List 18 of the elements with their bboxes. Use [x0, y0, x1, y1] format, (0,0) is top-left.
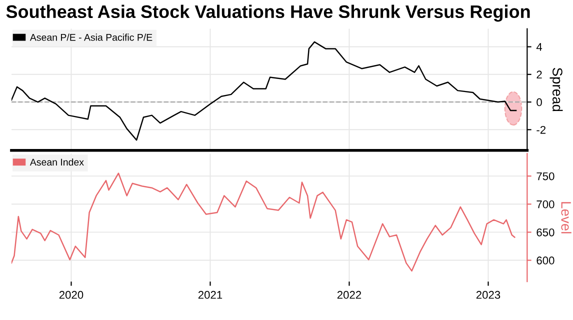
y-tick-label: 4 — [536, 43, 542, 51]
chart-title: Southeast Asia Stock Valuations Have Shrunk Versus Region — [6, 4, 530, 22]
y-tick-label: 650 — [536, 228, 554, 236]
line-series — [11, 172, 516, 272]
y-tick-label: 600 — [536, 256, 554, 264]
x-tick-label: 2022 — [337, 290, 362, 299]
legend-label: Asean P/E - Asia Pacific P/E — [30, 34, 152, 41]
legend-label: Asean Index — [30, 158, 84, 166]
y-tick-label: -2 — [536, 126, 546, 134]
x-tick-label: 2020 — [59, 290, 84, 299]
x-tick-label: 2023 — [476, 290, 500, 299]
y-axis-title: Spread — [550, 68, 563, 112]
y-tick-label: 750 — [536, 172, 554, 180]
y-tick-label: 0 — [536, 98, 542, 106]
y-tick-label: 2 — [536, 70, 542, 78]
y-tick-label: 700 — [536, 200, 554, 208]
y-axis-title: Level — [561, 202, 572, 234]
x-tick-label: 2021 — [198, 290, 222, 299]
